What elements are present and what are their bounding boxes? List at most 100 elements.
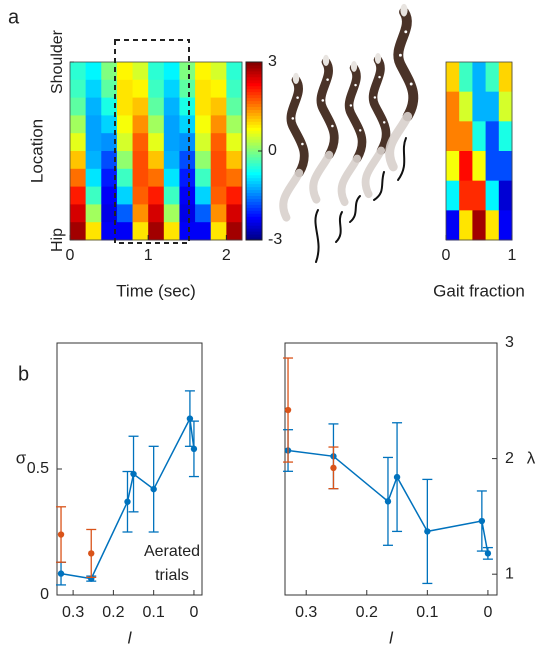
- heatmap-cell: [459, 151, 473, 182]
- y-tick-label: 1: [505, 565, 514, 582]
- colorbar-segment: [246, 222, 262, 226]
- colorbar-segment: [246, 159, 262, 164]
- colorbar-tick-label: 0: [268, 142, 277, 159]
- heatmap-cell: [210, 222, 227, 241]
- y-tick-label: 2: [505, 450, 514, 467]
- data-point: [88, 550, 95, 557]
- x-axis-label: l: [389, 628, 394, 647]
- heatmap-cell: [132, 133, 149, 152]
- x-tick-label: 0.2: [102, 604, 124, 621]
- colorbar-segment: [246, 237, 262, 241]
- heatmap-cell: [163, 97, 180, 116]
- heatmap-cell: [101, 204, 118, 223]
- heatmap-cell: [226, 168, 243, 188]
- heatmap-cell: [116, 62, 134, 81]
- heatmap-frame: [445, 61, 513, 241]
- heatmap-cell: [101, 186, 118, 205]
- heatmap-cell: [163, 79, 180, 99]
- heatmap-cell: [116, 168, 134, 188]
- heatmap-cell: [85, 62, 102, 81]
- colorbar-segment: [246, 73, 262, 78]
- heatmap-cell: [70, 62, 87, 81]
- y-tick-label: 0.5: [27, 460, 49, 477]
- heatmap-cell: [85, 168, 102, 188]
- data-point: [484, 550, 492, 557]
- heatmap-cell: [210, 115, 227, 134]
- heatmap-cell: [85, 186, 102, 205]
- heatmap-cell: [163, 62, 180, 81]
- colorbar-segment: [246, 127, 262, 131]
- colorbar-segment: [246, 186, 262, 191]
- heatmap-cell: [179, 97, 196, 116]
- y-tick-label: Shoulder: [49, 29, 66, 94]
- heatmap-cell: [226, 62, 243, 81]
- heatmap-cell: [195, 151, 212, 170]
- heatmap-cell: [472, 121, 487, 152]
- heatmap-cell: [101, 168, 118, 188]
- heatmap-cell: [195, 115, 212, 134]
- panel-label: b: [18, 363, 29, 385]
- heatmap-cell: [472, 210, 487, 241]
- data-point: [150, 485, 157, 493]
- data-point: [330, 464, 337, 472]
- heatmap-cell: [226, 115, 243, 134]
- heatmap-cell: [116, 186, 134, 205]
- colorbar-segment: [246, 133, 262, 137]
- heatmap-cell: [101, 115, 118, 134]
- x-tick-label: 1: [508, 247, 517, 264]
- heatmap-frame: [69, 61, 243, 241]
- colorbar-segment: [246, 139, 262, 143]
- annotation: Aerated: [144, 543, 200, 560]
- heatmap-cell: [459, 91, 473, 122]
- colorbar-segment: [246, 85, 262, 90]
- colorbar-segment: [246, 109, 262, 113]
- heatmap-cell: [101, 79, 118, 99]
- heatmap-cell: [163, 222, 180, 241]
- heatmap-cell: [498, 91, 513, 122]
- colorbar-segment: [246, 142, 262, 146]
- data-point: [424, 528, 431, 535]
- x-tick-label: 0: [483, 604, 492, 621]
- x-tick-label: 0.1: [416, 604, 438, 621]
- heatmap-cell: [163, 133, 180, 152]
- colorbar-segment: [246, 231, 262, 235]
- heatmap-cell: [70, 168, 87, 188]
- heatmap-cell: [70, 222, 87, 241]
- colorbar-segment: [246, 112, 262, 116]
- heatmap-cell: [148, 204, 165, 223]
- x-axis-label: Gait fraction: [433, 281, 525, 300]
- heatmap-cell: [132, 62, 149, 81]
- heatmap-cell: [85, 204, 102, 223]
- y-axis-label: λ: [527, 448, 536, 467]
- heatmap-cell: [116, 204, 134, 223]
- colorbar-segment: [246, 130, 262, 134]
- heatmap-cell: [459, 180, 473, 211]
- y-axis-label: Location: [27, 119, 46, 183]
- heatmap-cell: [195, 97, 212, 116]
- data-point: [57, 531, 65, 538]
- heatmap-cell: [85, 222, 102, 241]
- heatmap-cell: [226, 97, 243, 116]
- y-tick-label: Hip: [49, 228, 66, 252]
- heatmap-cell: [226, 186, 243, 205]
- snake-illustration: [283, 4, 413, 263]
- colorbar-segment: [246, 115, 262, 119]
- heatmap-cell: [472, 151, 487, 182]
- annotation: trials: [155, 567, 189, 584]
- heatmap-cell: [195, 186, 212, 205]
- colorbar-segment: [246, 79, 262, 84]
- colorbar-segment: [246, 204, 262, 208]
- heatmap-cell: [132, 168, 149, 188]
- colorbar-segment: [246, 198, 262, 202]
- colorbar-segment: [246, 195, 262, 199]
- colorbar-segment: [246, 124, 262, 128]
- heatmap-cell: [101, 151, 118, 170]
- heatmap-cell: [85, 79, 102, 99]
- heatmap-cell: [70, 97, 87, 116]
- heatmap-cell: [132, 97, 149, 116]
- heatmap-cell: [179, 186, 196, 205]
- heatmap-cell: [163, 115, 180, 134]
- colorbar-segment: [246, 94, 262, 99]
- heatmap-cell: [179, 151, 196, 170]
